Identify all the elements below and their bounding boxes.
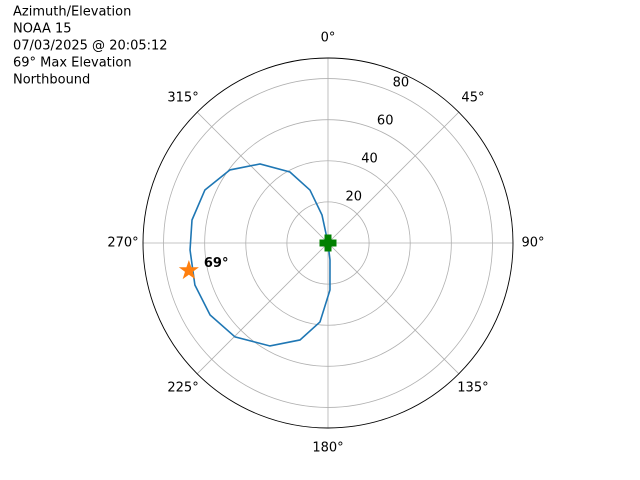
- angular-grid: [327, 242, 460, 375]
- theta-tick-label: 135°: [457, 380, 488, 395]
- max-elevation-marker: [178, 259, 199, 280]
- r-tick-label: 80: [393, 76, 410, 91]
- theta-tick-label: 90°: [521, 236, 544, 251]
- angular-grid: [196, 111, 329, 244]
- title-line: Azimuth/Elevation: [13, 5, 131, 20]
- r-tick-label: 40: [361, 152, 378, 167]
- theta-tick-label: 0°: [321, 31, 336, 46]
- title-line: NOAA 15: [13, 22, 72, 37]
- title-line: Northbound: [13, 73, 90, 88]
- title-line: 07/03/2025 @ 20:05:12: [13, 39, 168, 54]
- r-tick-label: 20: [345, 190, 362, 205]
- angular-grid: [196, 242, 329, 375]
- theta-tick-label: 315°: [167, 91, 198, 106]
- theta-tick-label: 180°: [312, 441, 343, 456]
- angular-grid: [327, 111, 460, 244]
- r-tick-label: 60: [377, 114, 394, 129]
- title-line: 69° Max Elevation: [13, 56, 132, 71]
- origin-marker: [319, 234, 337, 252]
- theta-tick-label: 225°: [167, 380, 198, 395]
- outer-frame: [142, 57, 514, 429]
- max-elevation-label: 69°: [204, 256, 229, 271]
- theta-tick-label: 45°: [461, 91, 484, 106]
- pass-line: [189, 163, 331, 347]
- theta-tick-label: 270°: [107, 236, 138, 251]
